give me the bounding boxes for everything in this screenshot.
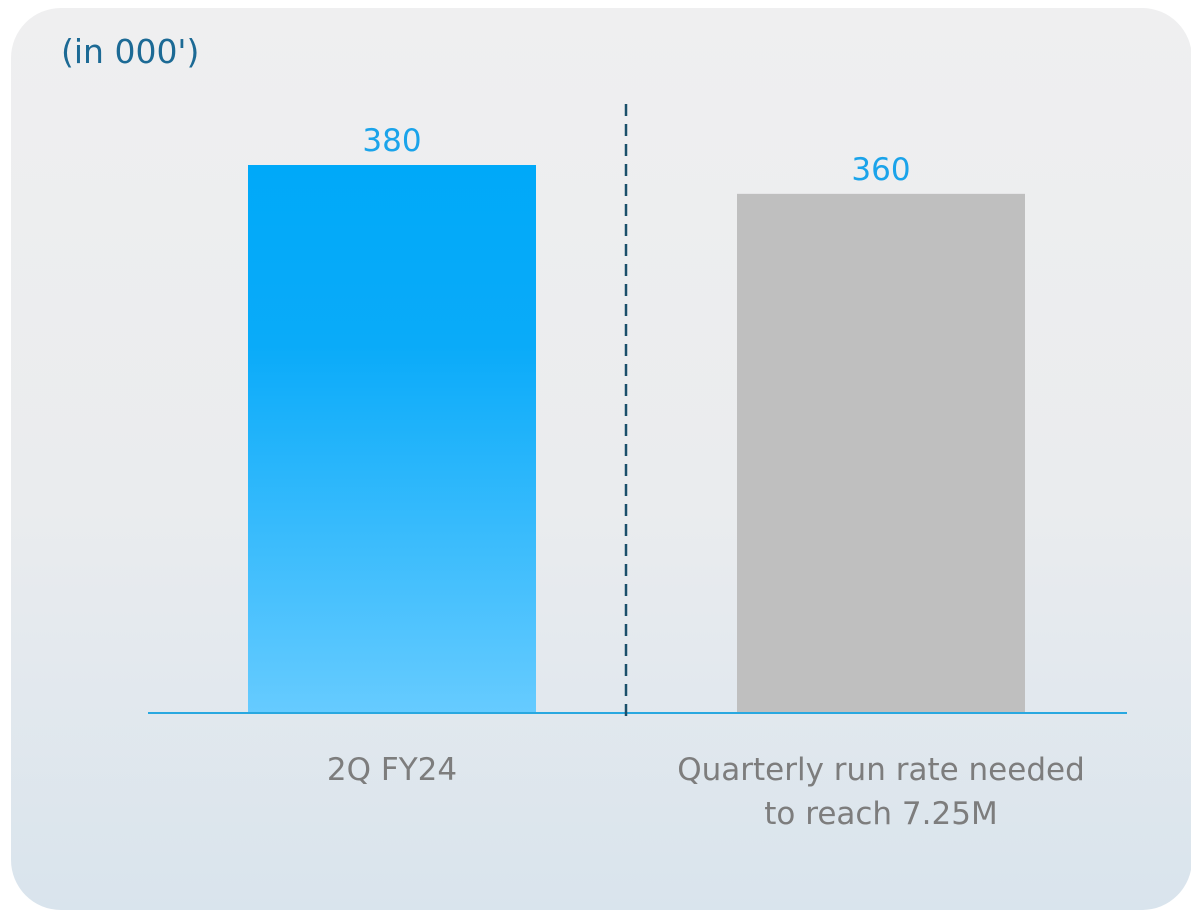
- category-label-2: Quarterly run rate needed to reach 7.25M: [677, 752, 1085, 832]
- bar-2: [737, 193, 1025, 713]
- category-label-1: 2Q FY24: [327, 752, 457, 788]
- units-label: (in 000'): [61, 32, 200, 71]
- bar-chart: 380 360 2Q FY24 Quarterly run rate needed to…: [148, 104, 1127, 832]
- labels-layer: 380 360 2Q FY24 Quarterly run rate needed to…: [327, 123, 1085, 832]
- bars-layer: [148, 104, 1127, 718]
- bar-1: [248, 165, 536, 713]
- value-label-1: 380: [362, 123, 421, 159]
- value-label-2: 360: [851, 152, 910, 188]
- chart-panel: (in 000') 380 360 2Q FY24 Quarterly run rat…: [11, 8, 1191, 910]
